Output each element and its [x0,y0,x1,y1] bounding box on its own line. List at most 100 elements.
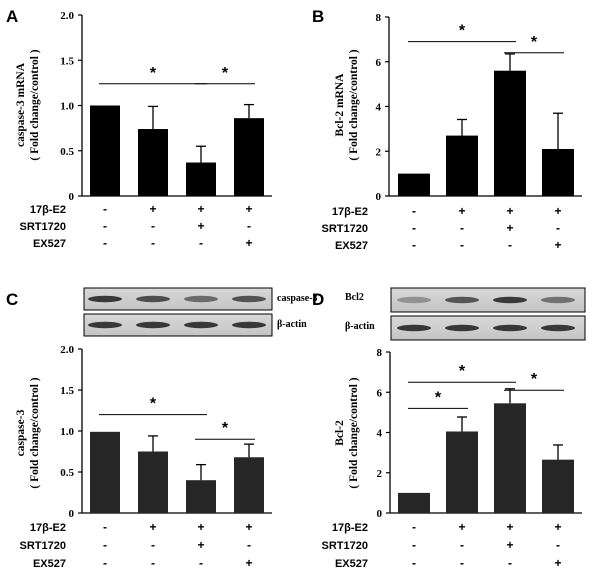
panel-c-ylabel: caspase-3 ( Fold change/control ) [15,377,41,488]
panel-b-treatment-label: SRT1720 [322,223,368,235]
panel-b-treatment-sign: + [554,204,561,218]
panel-d-blot-band [493,324,527,332]
panel-d-significance-star: * [435,389,442,406]
panel-a-treatment-sign: + [245,236,252,250]
panel-d-blot-band [541,296,575,304]
panel-b-ylabel-line1: Bcl-2 mRNA [334,73,346,137]
panel-b-treatment-sign: - [556,221,560,235]
panel-c-blot-band [88,295,122,303]
panel-b-treatment-sign: - [460,238,464,252]
panel-c-ylabel-line1: caspase-3 [15,409,27,456]
panel-a-bar [90,105,120,196]
panel-d-y-tick-label: 8 [377,347,383,359]
panel-d-treatment-sign: + [506,520,513,534]
panel-c-blot-box [83,313,273,337]
panel-a-treatment-sign: - [103,219,107,233]
panel-c-treatment-sign: - [151,538,155,552]
panel-c-y-tick-label: 2.0 [60,344,74,356]
panel-d-bar [446,431,478,513]
panel-a-bar [234,118,264,196]
panel-d-ylabel-line1: Bcl-2 [334,420,346,446]
panel-d-blot-band [445,296,479,304]
panel-c-treatment-sign: + [197,538,204,552]
panel-d-treatment-sign: - [412,556,416,570]
panel-b-y-tick-label: 2 [376,146,382,158]
panel-a-treatment-sign: - [151,219,155,233]
panel-a-significance-star: * [222,65,229,82]
panel-d-treatment-label: SRT1720 [322,540,368,552]
panel-a-bar [186,162,216,196]
panel-c-treatment-sign: - [103,556,107,570]
panel-d-treatment-sign: - [460,556,464,570]
panel-d-treatment-label: EX527 [335,558,368,570]
panel-d-blot-label-0: Bcl2 [345,292,364,303]
panel-a-treatment-sign: - [247,219,251,233]
panel-a-y-tick-label: 1.0 [60,101,74,113]
panel-b-treatment-sign: + [506,221,513,235]
panel-d-blot-band [541,324,575,332]
panel-c-y-tick-label: 0 [69,508,75,520]
panel-c-significance-star: * [150,396,157,413]
panel-c-blot-band [184,295,218,303]
panel-d-bar [542,459,574,513]
panel-b-treatment-sign: + [554,238,561,252]
panel-c-blot-band [232,295,266,303]
panel-b-treatment-sign: - [412,238,416,252]
panel-d-ylabel: Bcl-2 ( Fold change/control ) [334,377,360,488]
panel-d-blot-band [445,324,479,332]
panel-c-treatment-label: SRT1720 [20,540,66,552]
panel-a-letter: A [6,7,18,26]
panel-d-treatment-sign: + [554,556,561,570]
panel-c-blot-label-0: caspase-3 [277,293,318,304]
panel-a-treatment-sign: - [103,202,107,216]
panel-d-significance-star: * [459,363,466,380]
panel-b-treatment-sign: - [412,221,416,235]
panel-d-blot-band [397,296,431,304]
panel-b-y-tick-label: 0 [376,191,382,203]
panel-b-bar [446,135,478,196]
panel-c-blot-label-1: β-actin [277,319,307,330]
panel-a-treatment-sign: + [149,202,156,216]
panel-d-treatment-sign: - [508,556,512,570]
panel-b-treatment-label: EX527 [335,240,368,252]
panel-d-treatment-sign: + [458,520,465,534]
panel-b-bar [398,173,430,196]
panel-a-y-tick-label: 0.5 [60,146,74,158]
panel-c-treatment-sign: + [149,520,156,534]
panel-c-blot-band [136,321,170,329]
panel-d-treatment-sign: + [554,520,561,534]
panel-c-treatment-sign: + [245,556,252,570]
panel-d-treatment-sign: - [460,538,464,552]
panel-a-ylabel-line2: ( Fold change/control ) [29,49,41,160]
charts-layer: 0 0.5 1.0 1.5 2.0 * * 17β-E2 - + + + SRT1720 - - + - EX52… [20,10,586,570]
panel-d-treatment-sign: - [412,538,416,552]
panel-a-treatment-sign: - [199,236,203,250]
panel-a-treatment-sign: - [103,236,107,250]
panel-d-letter: D [312,290,324,309]
panel-a-y-tick-label: 1.5 [60,55,74,67]
panel-c-significance-star: * [222,420,229,437]
panel-c-treatment-label: 17β-E2 [30,522,66,534]
panel-c-blot-band [88,321,122,329]
panel-b-significance-star: * [531,34,538,51]
panel-c-bar [90,431,120,513]
panel-d-y-tick-label: 0 [377,508,383,520]
panel-a-treatment-sign: + [245,202,252,216]
panel-d-treatment-sign: - [412,520,416,534]
panel-a-bar [138,129,168,196]
panel-d-blot-band [397,324,431,332]
panel-c-y-tick-label: 1.0 [60,426,74,438]
panel-a-treatment-label: 17β-E2 [30,204,66,216]
panel-d-treatment-sign: + [506,538,513,552]
panel-d-ylabel-line2: ( Fold change/control ) [348,377,360,488]
panel-c-treatment-sign: - [199,556,203,570]
panel-c-bar [234,457,264,513]
panel-d-treatment-sign: - [556,538,560,552]
panel-a-y-tick-label: 2.0 [60,10,74,22]
panel-b-y-tick-label: 4 [376,102,382,114]
panel-c-blot-box [83,287,273,311]
panel-c-treatment-sign: - [103,520,107,534]
panel-c-letter: C [6,290,18,309]
panel-c-blot-band [232,321,266,329]
